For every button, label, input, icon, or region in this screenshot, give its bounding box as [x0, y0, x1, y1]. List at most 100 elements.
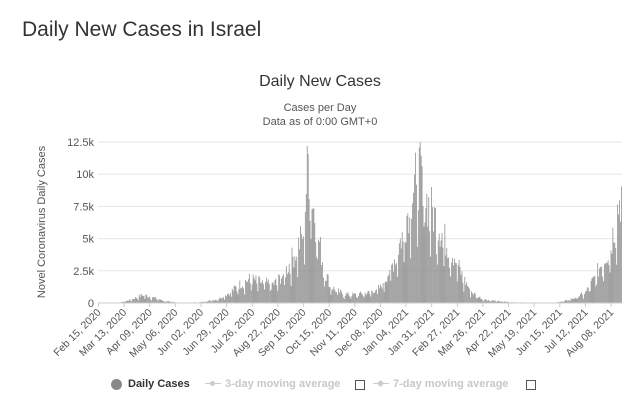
bar [312, 208, 314, 303]
bar [300, 226, 301, 303]
bar [415, 152, 416, 303]
bar [245, 280, 246, 303]
bar [282, 276, 283, 303]
bar [309, 220, 311, 303]
bars [98, 142, 622, 303]
bar [572, 298, 574, 303]
bar [431, 187, 432, 303]
bar [386, 282, 388, 303]
3-day-average-checkbox[interactable] [355, 380, 365, 390]
bar [500, 301, 502, 303]
bar [146, 295, 148, 303]
bar [366, 293, 368, 303]
bar [597, 263, 599, 303]
bar [476, 298, 478, 303]
bar [163, 301, 165, 303]
bar [504, 301, 506, 303]
bar [239, 280, 241, 303]
bar [381, 288, 383, 303]
bar [609, 272, 611, 303]
bar [307, 154, 309, 303]
bar [576, 298, 578, 303]
bar [271, 282, 273, 303]
legend: Daily Cases 3-day moving average 7-day m… [0, 378, 640, 396]
bar [149, 296, 151, 303]
bar [323, 286, 325, 303]
bar [206, 301, 207, 303]
legend-item-3-day-average[interactable]: 3-day moving average [205, 378, 341, 390]
bar [359, 292, 360, 303]
bar [328, 287, 330, 303]
bar [291, 247, 293, 303]
bar [150, 299, 151, 303]
bar [506, 301, 507, 303]
bar [485, 299, 487, 303]
bar [404, 241, 406, 303]
bar [230, 296, 232, 303]
bar [403, 262, 405, 303]
bar [599, 268, 600, 303]
bar [497, 300, 499, 303]
bar [617, 204, 619, 303]
bar [138, 294, 140, 303]
bar [426, 193, 428, 303]
bar [289, 273, 291, 303]
bar [141, 295, 143, 303]
bar [203, 301, 205, 303]
bar [455, 263, 457, 303]
bar [467, 285, 469, 303]
bar [618, 214, 619, 303]
bar [565, 299, 567, 303]
bar [281, 278, 282, 303]
bar [409, 217, 411, 303]
bar [390, 280, 392, 303]
bar [236, 291, 238, 303]
bar [302, 239, 303, 303]
bar [279, 275, 281, 303]
bar [294, 256, 296, 303]
bar [330, 294, 332, 303]
bar [210, 301, 212, 303]
bar [255, 275, 257, 303]
bar [613, 242, 615, 303]
bar [217, 301, 219, 303]
bar [258, 275, 260, 303]
bar [612, 227, 614, 303]
bar [420, 155, 422, 303]
bar [252, 274, 254, 303]
bar [438, 233, 440, 303]
bar [447, 258, 449, 303]
bar [494, 300, 496, 303]
bar [235, 286, 237, 303]
bar [498, 300, 500, 303]
bar [354, 293, 356, 303]
bar [604, 262, 606, 303]
bar [423, 226, 425, 303]
bar [308, 199, 310, 303]
bar [270, 289, 272, 303]
bar [565, 300, 566, 303]
bar [600, 267, 601, 303]
bar [267, 279, 269, 303]
bar [232, 290, 234, 303]
bar [396, 263, 397, 303]
bar [584, 294, 585, 303]
bar [360, 293, 362, 303]
legend-item-7-day-average[interactable]: 7-day moving average [373, 378, 509, 390]
bar [496, 301, 498, 303]
bar [162, 300, 164, 303]
y-axis-label: Novel Coronavirus Daily Cases [36, 145, 48, 298]
y-tick-labels: 0 2.5k 5k 7.5k 10k 12.5k [67, 137, 94, 310]
bar [311, 209, 313, 303]
bar [220, 298, 222, 303]
7-day-average-checkbox[interactable] [526, 380, 536, 390]
bar [616, 264, 618, 303]
bar [607, 260, 609, 303]
y-tick-label: 10k [76, 169, 94, 181]
bar [588, 291, 590, 303]
bar [310, 238, 312, 303]
bar [227, 293, 228, 303]
legend-item-daily-cases[interactable]: Daily Cases [111, 378, 190, 390]
bar [336, 292, 338, 303]
